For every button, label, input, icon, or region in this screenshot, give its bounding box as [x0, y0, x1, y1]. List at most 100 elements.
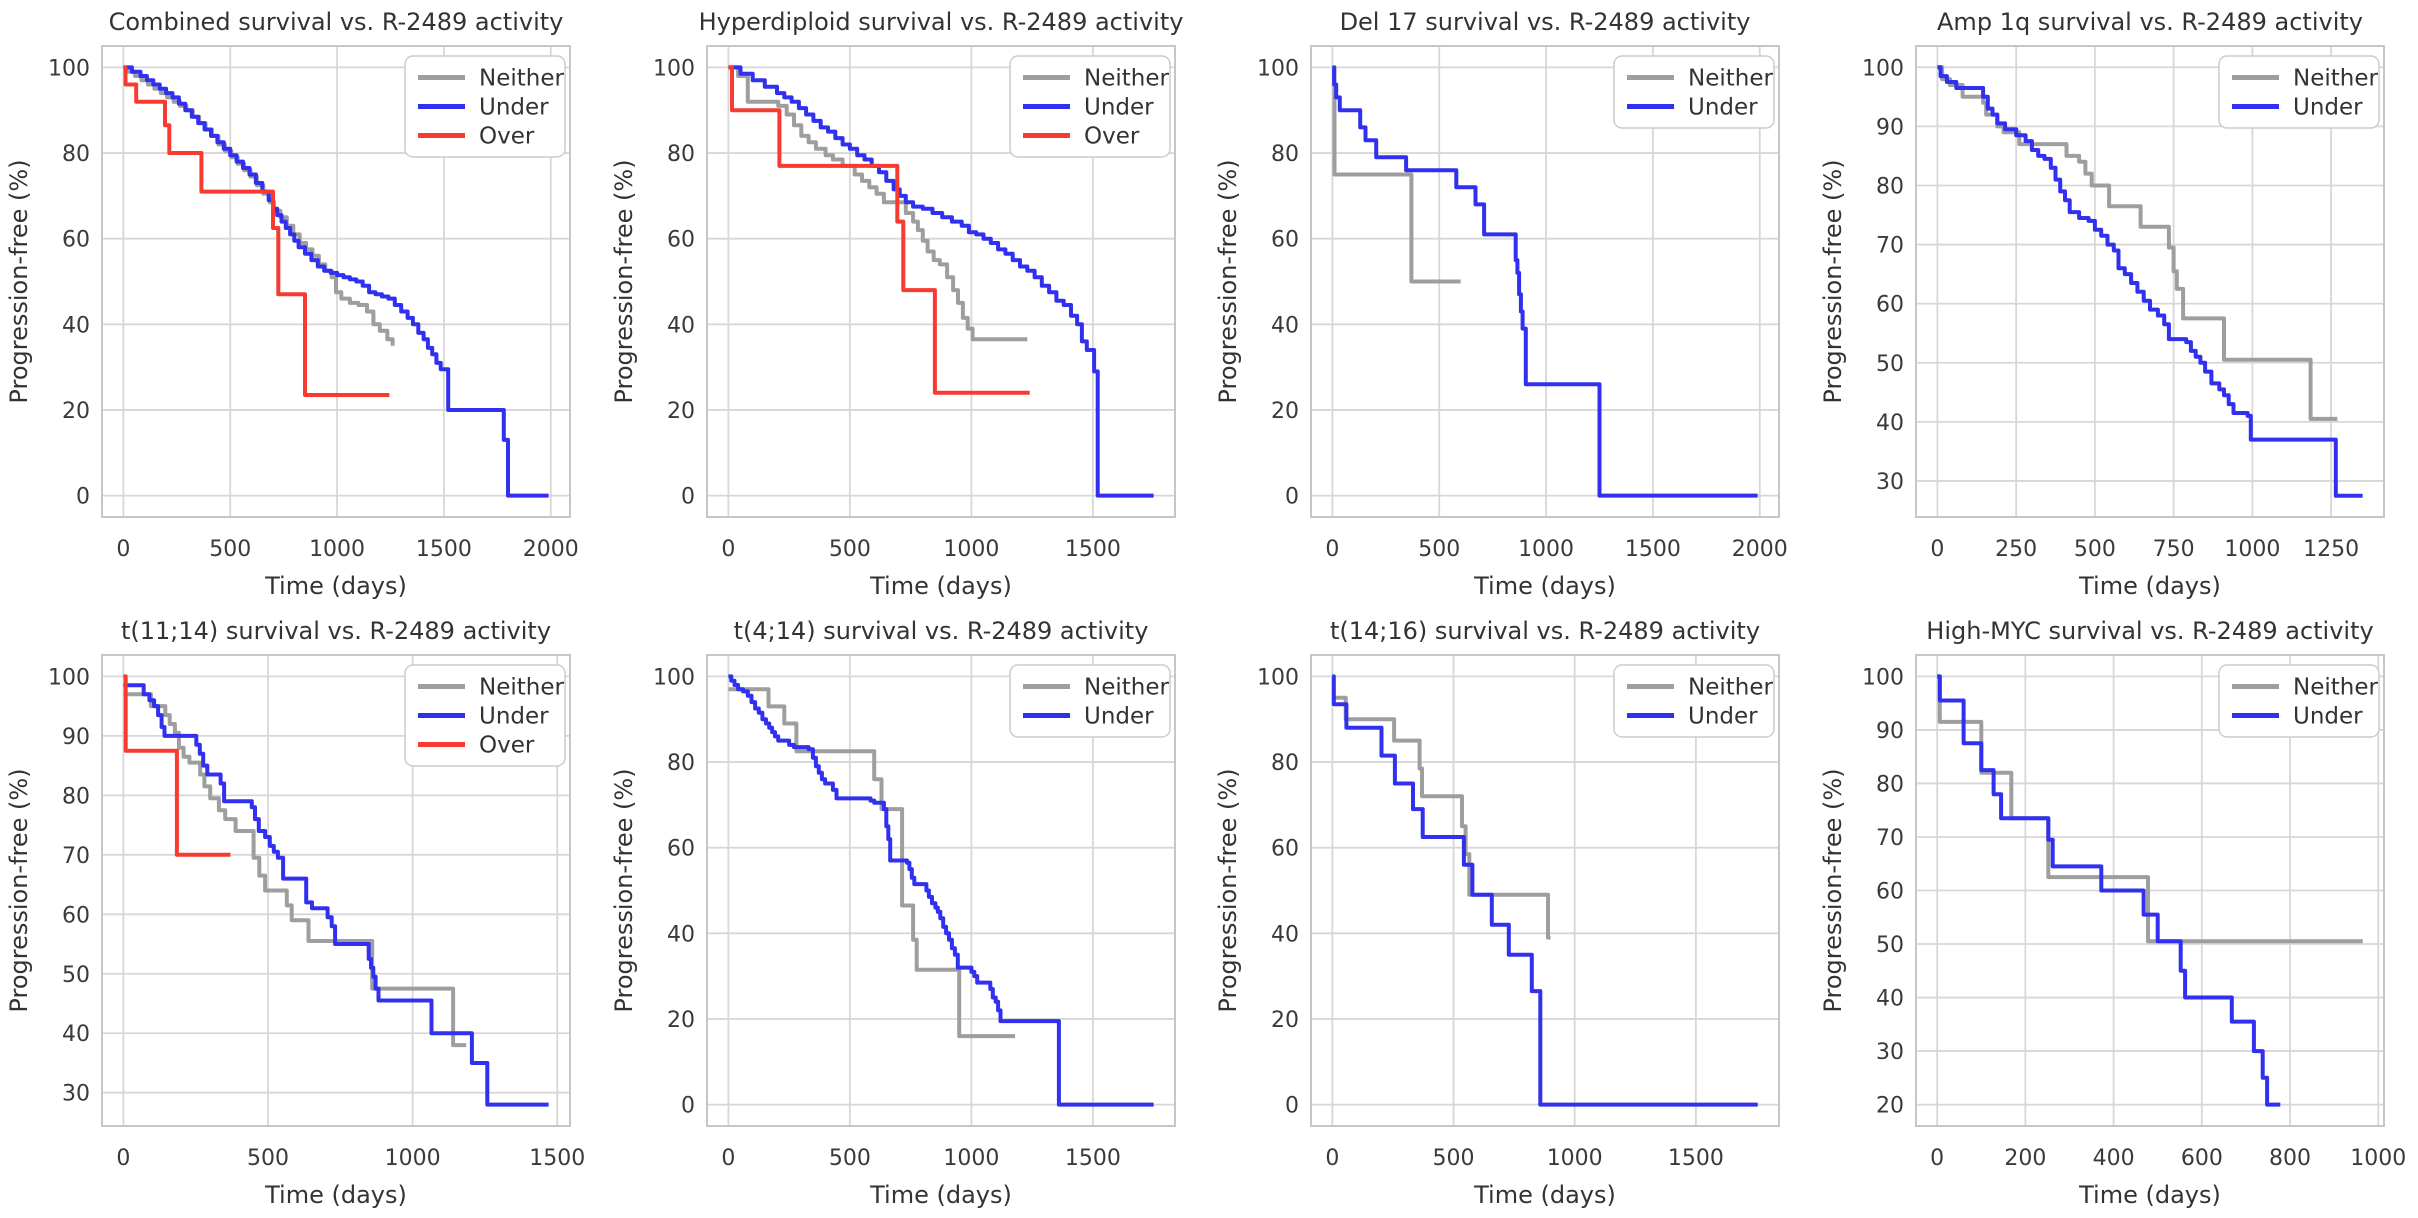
y-tick-label: 60 [62, 228, 90, 253]
y-tick-label: 40 [1876, 411, 1904, 436]
legend: Neither Under [1008, 664, 1171, 738]
series-under-line [1936, 674, 2280, 1107]
x-tick-label: 0 [116, 1146, 130, 1171]
series-under-line [1332, 65, 1758, 498]
y-tick-label: 40 [1876, 987, 1904, 1012]
legend-box [2217, 55, 2380, 129]
legend-label-under: Under [1688, 704, 1758, 730]
x-tick-label: 600 [2180, 1146, 2222, 1171]
legend-box [1008, 55, 1171, 158]
axes-frame [705, 45, 1176, 518]
y-tick-label: 20 [667, 1008, 695, 1033]
legend-label-under: Under [1084, 704, 1154, 730]
y-tick-label: 90 [62, 725, 90, 750]
subplot-del17: 0 500 1000 1500 2000 0 20 40 60 80 100 Del 17 survi… [1209, 0, 1814, 609]
x-axis-label: Time (days) [2078, 572, 2221, 600]
x-tick-label: 1000 [2350, 1146, 2406, 1171]
y-axis-label: Progression-free (%) [1819, 159, 1847, 403]
subplot-t14-16: 0 500 1000 1500 0 20 40 60 80 100 t(14;16) surviva… [1209, 609, 1814, 1218]
subplot-hyperdiploid: 0 500 1000 1500 0 20 40 60 80 100 Hyperdiploid sur… [605, 0, 1210, 609]
chart-title: Hyperdiploid survival vs. R-2489 activit… [698, 8, 1183, 36]
x-axis-label: Time (days) [1473, 572, 1616, 600]
legend-label-neither: Neither [1688, 675, 1773, 701]
series-over-line [123, 674, 231, 857]
legend-label-over: Over [479, 733, 535, 759]
y-tick-label: 0 [1285, 1094, 1299, 1119]
x-axis-label: Time (days) [869, 1181, 1012, 1209]
chart-title: Amp 1q survival vs. R-2489 activity [1937, 8, 2363, 36]
y-tick-label: 100 [1257, 56, 1299, 81]
series-neither-line [123, 65, 395, 346]
legend-box [1613, 55, 1775, 129]
y-tick-label: 60 [1876, 293, 1904, 318]
x-axis-label: Time (days) [2078, 1181, 2221, 1209]
y-tick-label: 60 [1271, 228, 1299, 253]
y-tick-label: 70 [62, 844, 90, 869]
series-neither-line [727, 687, 1015, 1039]
legend-box [1613, 664, 1775, 738]
chart-canvas: 0 250 500 750 1000 1250 30 40 50 60 70 80 90 100 Amp 1… [1819, 8, 2385, 600]
y-tick-label: 40 [62, 1022, 90, 1047]
series-neither-line [1332, 65, 1461, 284]
legend: Neither Under [1613, 664, 1775, 738]
y-tick-label: 80 [667, 142, 695, 167]
chart-canvas: 0 500 1000 1500 0 20 40 60 80 100 t(14;16) surviva… [1214, 617, 1780, 1209]
legend-box [1008, 664, 1171, 738]
x-tick-label: 1500 [1668, 1146, 1724, 1171]
y-tick-label: 80 [1271, 142, 1299, 167]
y-tick-label: 20 [62, 399, 90, 424]
y-tick-label: 0 [1285, 485, 1299, 510]
y-tick-label: 80 [62, 142, 90, 167]
y-tick-label: 40 [62, 313, 90, 338]
legend-label-under: Under [479, 95, 549, 121]
chart-canvas: 0 500 1000 1500 0 20 40 60 80 100 t(4;14) survival… [610, 617, 1176, 1209]
y-tick-label: 30 [62, 1082, 90, 1107]
y-tick-label: 20 [667, 399, 695, 424]
x-tick-label: 250 [1995, 537, 2037, 562]
y-tick-label: 60 [1271, 837, 1299, 862]
y-axis-label: Progression-free (%) [1819, 768, 1847, 1012]
y-tick-label: 50 [1876, 352, 1904, 377]
legend-label-under: Under [2293, 704, 2363, 730]
axes-frame [101, 45, 571, 518]
subplot-high-myc: 0 200 400 600 800 1000 20 30 40 50 60 70 80 90 100 High… [1814, 609, 2418, 1218]
legend-label-neither: Neither [1084, 675, 1169, 701]
x-tick-label: 0 [1930, 1146, 1944, 1171]
legend: Neither Under [1613, 55, 1775, 129]
legend-label-neither: Neither [2293, 675, 2378, 701]
subplot-t11-14: 0 500 1000 1500 30 40 50 60 70 80 90 100 t(11;14) su… [0, 609, 605, 1218]
x-tick-label: 1250 [2303, 537, 2359, 562]
x-tick-label: 0 [1930, 537, 1944, 562]
chart-canvas: 0 500 1000 1500 2000 0 20 40 60 80 100 Del 17 survi… [1214, 8, 1788, 600]
y-tick-label: 30 [1876, 470, 1904, 495]
legend-label-neither: Neither [1084, 66, 1169, 92]
x-tick-label: 0 [116, 537, 130, 562]
x-tick-label: 400 [2092, 1146, 2134, 1171]
y-tick-label: 100 [653, 56, 695, 81]
x-tick-label: 0 [721, 1146, 735, 1171]
y-tick-label: 40 [1271, 922, 1299, 947]
y-tick-label: 100 [1862, 56, 1904, 81]
chart-canvas: 0 500 1000 1500 30 40 50 60 70 80 90 100 t(11;14) su… [5, 617, 585, 1209]
chart-title: Combined survival vs. R-2489 activity [109, 8, 564, 36]
x-tick-label: 0 [1325, 1146, 1339, 1171]
chart-canvas: 0 500 1000 1500 2000 0 20 40 60 80 100 Combined sur… [5, 8, 579, 600]
axes-frame [1914, 45, 2385, 518]
x-tick-label: 500 [2073, 537, 2115, 562]
legend-label-neither: Neither [2293, 66, 2378, 92]
x-tick-label: 1000 [1547, 1146, 1603, 1171]
series-under-line [727, 674, 1154, 1107]
x-tick-label: 500 [1418, 537, 1460, 562]
series-neither-line [1332, 695, 1551, 940]
axes-frame [1310, 654, 1780, 1127]
subplot-combined: 0 500 1000 1500 2000 0 20 40 60 80 100 Combined sur… [0, 0, 605, 609]
series-under-line [1331, 674, 1758, 1107]
x-tick-label: 800 [2269, 1146, 2311, 1171]
y-tick-label: 0 [681, 1094, 695, 1119]
axes-frame [1310, 45, 1780, 518]
y-tick-label: 30 [1876, 1040, 1904, 1065]
x-tick-label: 0 [721, 537, 735, 562]
x-axis-label: Time (days) [264, 1181, 407, 1209]
y-tick-label: 70 [1876, 826, 1904, 851]
